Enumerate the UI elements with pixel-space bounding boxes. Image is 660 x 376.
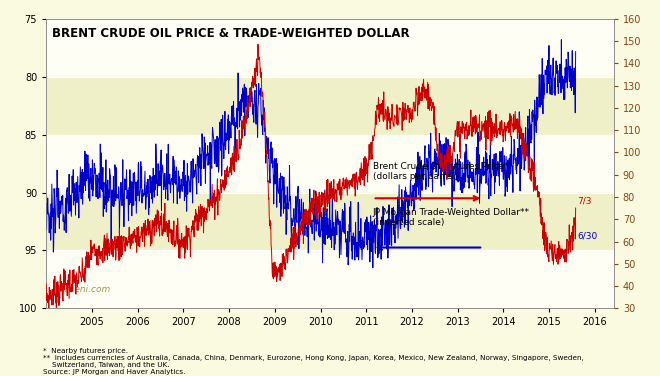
Bar [46, 135, 614, 193]
Bar [46, 250, 614, 308]
Text: 6/30: 6/30 [577, 232, 597, 240]
Text: JP Morgan Trade-Weighted Dollar**
(inverted scale): JP Morgan Trade-Weighted Dollar** (inver… [372, 208, 529, 227]
Text: Brent Crude Oil Futures Price*
(dollars per barrel): Brent Crude Oil Futures Price* (dollars … [372, 162, 508, 181]
Text: BRENT CRUDE OIL PRICE & TRADE-WEIGHTED DOLLAR: BRENT CRUDE OIL PRICE & TRADE-WEIGHTED D… [52, 27, 409, 41]
Bar [46, 193, 614, 250]
Bar [46, 77, 614, 135]
Text: *  Nearby futures price.
**  Includes currencies of Australia, Canada, China, De: * Nearby futures price. ** Includes curr… [43, 348, 583, 375]
Text: yardeni.com: yardeni.com [55, 285, 111, 294]
Text: 7/3: 7/3 [577, 197, 591, 206]
Bar [46, 19, 614, 77]
